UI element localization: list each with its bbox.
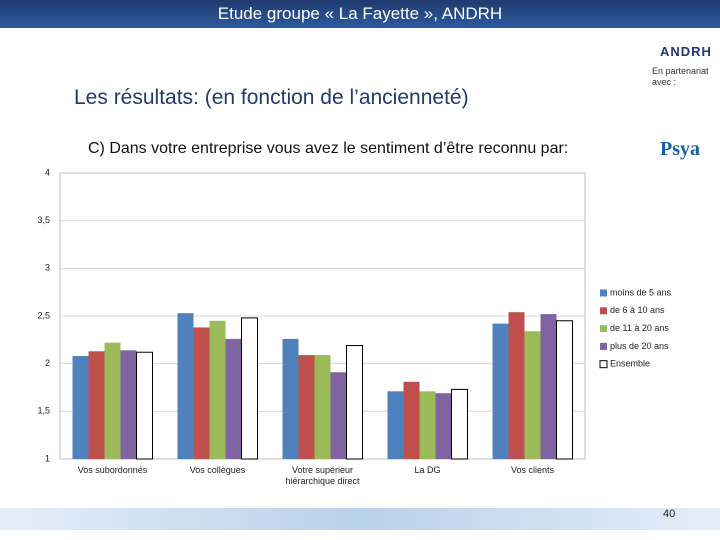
legend-label: Ensemble [610, 359, 650, 369]
bar [120, 350, 137, 459]
slide-header: Etude groupe « La Fayette », ANDRH [217, 4, 503, 23]
y-tick-label: 1 [45, 453, 50, 463]
bar [346, 345, 363, 460]
bar [209, 320, 226, 459]
y-tick-label: 3 [45, 263, 50, 273]
legend-label: plus de 20 ans [610, 341, 669, 351]
x-tick-label: Vos collègues [189, 465, 246, 475]
bar [241, 317, 258, 460]
bar [193, 327, 210, 459]
y-tick-label: 2,5 [37, 310, 50, 320]
legend-swatch [600, 307, 607, 315]
page-number: 40 [663, 508, 676, 520]
bar [177, 313, 194, 459]
bar [492, 323, 509, 459]
x-tick-label: Votre supérieur hiérarchique direct [285, 465, 360, 486]
bar [330, 372, 347, 459]
bar [403, 381, 420, 459]
legend-swatch [599, 360, 608, 369]
bar [314, 355, 331, 459]
bar [136, 351, 153, 460]
logo: Psya [660, 138, 700, 160]
y-tick-label: 2 [45, 358, 50, 368]
legend-label: moins de 5 ans [610, 287, 672, 297]
y-tick-label: 1,5 [37, 406, 50, 416]
bar [298, 355, 315, 459]
bar [387, 391, 404, 459]
x-tick-label: Vos subordonnés [77, 465, 148, 475]
x-tick-label: La DG [414, 465, 441, 475]
chart-title: C) Dans votre entreprise vous avez le se… [88, 140, 569, 157]
legend-swatch [600, 325, 607, 333]
y-tick-label: 4 [45, 167, 50, 177]
bar [540, 314, 557, 459]
legend-label: de 6 à 10 ans [610, 305, 665, 315]
x-tick-label: Vos clients [510, 465, 555, 475]
bar [88, 351, 105, 459]
legend-swatch [600, 342, 607, 350]
logo: ANDRH [660, 44, 712, 59]
legend-label: de 11 à 20 ans [610, 323, 669, 333]
bar [451, 388, 468, 460]
bar [419, 391, 436, 459]
legend-swatch [600, 289, 607, 297]
bar [72, 356, 89, 459]
bar [104, 342, 121, 459]
bar [524, 331, 541, 459]
banner [0, 0, 720, 28]
bar [556, 320, 573, 460]
heading: Les résultats: (en fonction de l’ancienn… [74, 86, 469, 109]
bar [225, 338, 242, 459]
bar [508, 312, 525, 459]
partner-note: En partenariat avec : [652, 66, 709, 87]
bar [435, 393, 452, 459]
y-tick-label: 3,5 [37, 215, 50, 225]
footer [0, 508, 720, 530]
bar [282, 338, 299, 459]
